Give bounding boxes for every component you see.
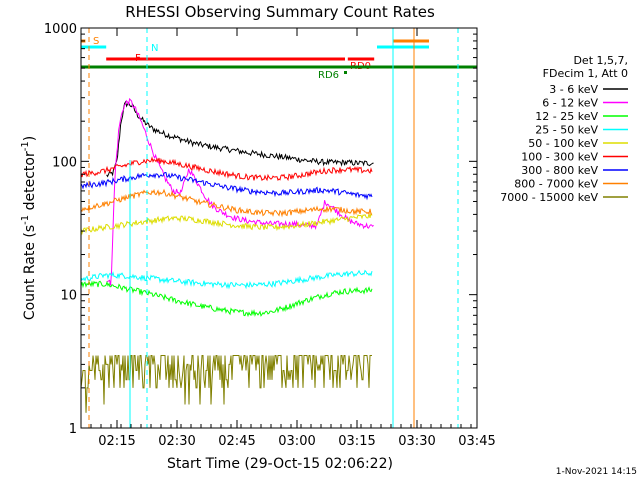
y-axis-label-part-1: Count Rate (s xyxy=(22,225,38,320)
y-axis-label-part-2: detector xyxy=(22,151,38,215)
y-tick-label: 1000 xyxy=(44,22,77,37)
legend-label-25-50-kev: 25 - 50 keV xyxy=(535,124,598,137)
x-tick-label: 03:30 xyxy=(398,434,435,449)
axes: 02:15 02:30 02:45 03:00 03:15 03:30 03:45 1 10 10… xyxy=(44,22,496,449)
legend-header-line: Det 1,5,7, xyxy=(573,54,628,67)
x-tick-label: 02:45 xyxy=(218,434,255,449)
x-tick-label: 03:00 xyxy=(278,434,315,449)
flag-label-n: N xyxy=(151,43,158,54)
x-axis-label: Start Time (29-Oct-15 02:06:22) xyxy=(167,456,393,472)
legend-label-800-7000-kev: 800 - 7000 keV xyxy=(514,178,598,191)
y-axis-label: Count Rate (s-1 detector-1) xyxy=(20,136,38,320)
legend-label-300-800-kev: 300 - 800 keV xyxy=(521,164,598,177)
legend-label-100-300-kev: 100 - 300 keV xyxy=(521,151,598,164)
x-tick-label: 02:15 xyxy=(98,434,135,449)
y-axis-label-sup-1: -1 xyxy=(20,215,31,225)
plot-frame xyxy=(80,27,478,429)
y-tick-label: 100 xyxy=(52,155,77,170)
legend-label-12-25-kev: 12 - 25 keV xyxy=(535,110,598,123)
legend-header-line: FDecim 1, Att 0 xyxy=(543,67,628,80)
legend-label-50-100-kev: 50 - 100 keV xyxy=(528,137,598,150)
y-tick-label: 10 xyxy=(60,289,77,304)
y-axis-label-part-3: ) xyxy=(22,136,38,141)
x-tick-label: 03:45 xyxy=(458,434,495,449)
flag-label-s: S xyxy=(93,36,99,47)
x-tick-label: 03:15 xyxy=(338,434,375,449)
rd6-marker xyxy=(344,71,347,74)
legend-label-6-12-kev: 6 - 12 keV xyxy=(542,97,598,110)
chart-title: RHESSI Observing Summary Count Rates xyxy=(125,3,435,21)
y-axis-label-sup-2: -1 xyxy=(20,141,31,151)
flag-label-f: F xyxy=(135,53,141,64)
legend-label-7000-15000-kev: 7000 - 15000 keV xyxy=(500,191,598,204)
x-tick-label: 02:30 xyxy=(158,434,195,449)
y-tick-label: 1 xyxy=(69,422,77,437)
footer-timestamp: 1-Nov-2021 14:15 xyxy=(556,467,637,477)
series-line-3-6-kev xyxy=(106,100,374,178)
series-line-6-12-kev xyxy=(106,97,374,286)
legend-label-3-6-kev: 3 - 6 keV xyxy=(549,83,598,96)
flag-label-rd6: RD6 xyxy=(318,70,339,81)
